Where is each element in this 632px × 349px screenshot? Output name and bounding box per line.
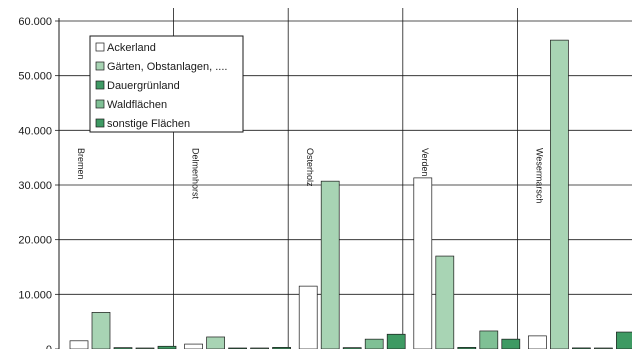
y-tick-label: 30.000 — [18, 180, 52, 192]
legend-label: Gärten, Obstanlagen, .... — [107, 61, 227, 73]
category-label: Osterholz — [305, 148, 315, 187]
bar-verden-2 — [435, 255, 455, 349]
y-tick-label: 40.000 — [18, 125, 52, 137]
bar-osterholz-5 — [386, 333, 406, 349]
bar-verden-1 — [413, 177, 433, 349]
category-label: Wesermarsch — [534, 148, 544, 203]
legend-swatch — [95, 61, 105, 71]
category-label: Verden — [420, 148, 430, 177]
bar-bremen-1 — [69, 340, 89, 349]
y-tick-label: 20.000 — [18, 235, 52, 247]
bar-osterholz-4 — [364, 338, 384, 349]
category-labels: Bremen Delmenhorst Osterholz Verden Wesermar… — [76, 148, 544, 203]
bar-delmenhorst-1 — [184, 343, 203, 349]
bar-wesermarsch-3 — [572, 347, 591, 349]
bar-delmenhorst-2 — [206, 336, 225, 349]
legend-swatch — [95, 118, 105, 128]
legend-label: sonstige Flächen — [107, 118, 190, 130]
bar-verden-4 — [479, 330, 499, 349]
bars — [69, 39, 632, 349]
axes — [55, 18, 60, 349]
y-tick-label: 0 — [46, 344, 52, 349]
legend: Ackerland Gärten, Obstanlagen, .... Dauerg… — [89, 35, 244, 133]
bar-bremen-2 — [91, 312, 111, 349]
legend-box — [89, 35, 244, 133]
bar-wesermarsch-5 — [616, 331, 632, 349]
legend-label: Ackerland — [107, 42, 156, 54]
legend-swatch — [95, 99, 105, 109]
y-tick-label: 50.000 — [18, 71, 52, 83]
y-tick-labels: 0 10.000 20.000 30.000 40.000 50.000 60.000 — [18, 16, 52, 349]
bar-wesermarsch-1 — [528, 335, 547, 349]
legend-label: Waldflächen — [107, 99, 167, 111]
legend-swatch — [95, 42, 105, 52]
category-label: Delmenhorst — [191, 148, 201, 200]
legend-swatch — [95, 80, 105, 90]
y-tick-label: 60.000 — [18, 16, 52, 28]
category-label: Bremen — [76, 148, 86, 180]
y-tick-label: 10.000 — [18, 289, 52, 301]
bar-osterholz-1 — [298, 285, 318, 349]
bar-verden-5 — [501, 338, 521, 349]
bar-osterholz-2 — [320, 180, 340, 349]
bar-wesermarsch-2 — [550, 39, 569, 349]
legend-label: Dauergrünland — [107, 80, 180, 92]
